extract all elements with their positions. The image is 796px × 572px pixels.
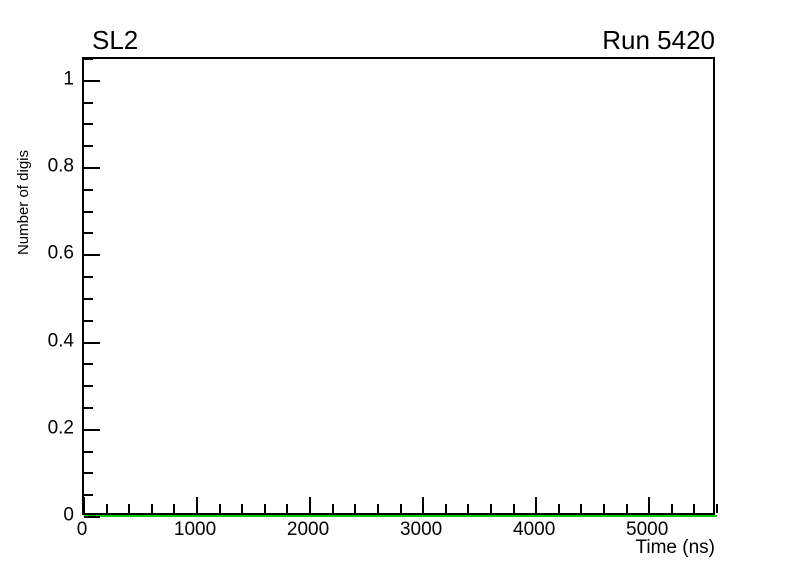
x-tick-minor — [263, 504, 266, 513]
y-tick-minor — [84, 472, 93, 475]
x-tick-minor — [173, 504, 176, 513]
x-tick-major — [83, 497, 85, 513]
x-tick-major — [196, 497, 199, 513]
y-tick-minor — [84, 319, 93, 322]
x-tick-minor — [580, 504, 583, 513]
y-tick-minor — [84, 188, 93, 191]
y-tick-minor — [84, 385, 93, 388]
y-tick-label: 0.6 — [47, 242, 74, 264]
x-tick-minor — [399, 504, 402, 513]
y-axis-title: Number of digis — [15, 150, 32, 256]
x-tick-major — [648, 497, 651, 513]
y-tick-minor — [84, 232, 93, 235]
x-tick-major — [535, 497, 538, 513]
y-tick-label: 0.4 — [47, 330, 74, 352]
y-tick-label: 0.8 — [47, 155, 74, 177]
x-tick-minor — [693, 504, 696, 513]
x-tick-label: 1000 — [173, 519, 217, 540]
y-tick-major — [84, 167, 100, 170]
x-tick-minor — [716, 504, 718, 513]
y-tick-minor — [84, 210, 93, 213]
y-tick-major — [84, 254, 100, 257]
x-tick-minor — [557, 504, 560, 513]
x-tick-minor — [512, 504, 515, 513]
x-tick-minor — [150, 504, 153, 513]
x-tick-minor — [105, 504, 108, 513]
x-tick-label: 5000 — [626, 519, 669, 540]
y-tick-minor — [84, 363, 93, 366]
y-tick-major — [84, 516, 100, 518]
x-tick-minor — [625, 504, 628, 513]
x-tick-minor — [241, 504, 244, 513]
data-series-digis — [84, 515, 717, 517]
x-axis-title: Time (ns) — [635, 537, 715, 558]
x-tick-minor — [602, 504, 605, 513]
x-tick-major — [309, 497, 312, 513]
x-tick-minor — [489, 504, 492, 513]
y-tick-minor — [84, 406, 93, 409]
x-tick-label: 4000 — [513, 519, 556, 540]
x-tick-minor — [218, 504, 221, 513]
x-tick-minor — [444, 504, 447, 513]
y-tick-minor — [84, 297, 93, 300]
x-tick-label: 3000 — [399, 519, 443, 540]
x-tick-minor — [670, 504, 673, 513]
y-tick-minor — [84, 450, 93, 453]
y-tick-minor — [84, 494, 93, 497]
x-tick-minor — [467, 504, 470, 513]
y-tick-major — [84, 428, 100, 431]
y-tick-major — [84, 79, 100, 82]
y-tick-label: 0.2 — [47, 417, 74, 439]
page-title: SL2 — [92, 25, 139, 55]
y-tick-label: 1 — [63, 68, 74, 90]
x-tick-minor — [286, 504, 289, 513]
y-tick-minor — [84, 123, 93, 126]
x-tick-minor — [128, 504, 131, 513]
y-tick-minor — [84, 101, 93, 104]
y-tick-minor — [84, 145, 93, 148]
x-tick-minor — [354, 504, 357, 513]
x-tick-label: 2000 — [286, 519, 330, 540]
y-tick-major — [84, 341, 100, 344]
run-label: Run 5420 — [602, 25, 715, 55]
x-tick-minor — [331, 504, 334, 513]
x-tick-minor — [376, 504, 379, 513]
x-tick-label: 0 — [76, 519, 88, 540]
y-tick-label: 0 — [63, 504, 74, 526]
plot-frame — [82, 57, 718, 518]
y-tick-minor — [84, 276, 93, 279]
x-tick-major — [422, 497, 425, 513]
y-tick-minor — [84, 58, 93, 60]
